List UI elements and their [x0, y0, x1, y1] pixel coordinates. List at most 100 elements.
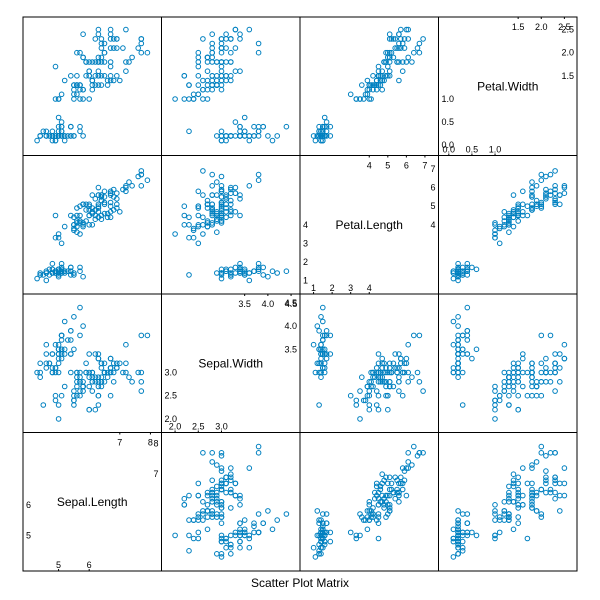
data-point [379, 86, 386, 93]
data-point [394, 59, 400, 65]
data-point [74, 49, 80, 56]
data-point [538, 199, 545, 206]
data-point [398, 480, 404, 487]
data-point [200, 36, 206, 42]
data-point [218, 188, 225, 195]
data-point [416, 450, 423, 456]
data-point [538, 450, 545, 456]
data-point [55, 133, 62, 139]
data-point [381, 379, 387, 385]
data-point [392, 36, 399, 42]
data-point [515, 201, 522, 208]
data-point [510, 483, 517, 490]
data-point [416, 40, 423, 47]
data-point [538, 511, 545, 517]
data-point [52, 63, 59, 70]
data-point [364, 77, 371, 84]
data-point [529, 192, 535, 198]
data-point [218, 173, 225, 180]
data-point [200, 508, 206, 514]
data-point [209, 192, 215, 198]
data-point [529, 489, 535, 496]
data-point [232, 492, 239, 499]
data-point [255, 123, 262, 130]
data-point [373, 388, 380, 394]
data-point [501, 223, 508, 230]
data-point [538, 205, 545, 211]
data-point [464, 260, 471, 267]
data-point [547, 188, 554, 195]
data-point [55, 114, 62, 121]
data-point [95, 203, 102, 209]
data-point [390, 36, 397, 42]
data-point [320, 133, 326, 139]
data-point [55, 96, 62, 102]
data-point [398, 474, 404, 481]
data-point [455, 355, 461, 362]
data-point [186, 548, 192, 554]
tick-label-left: 2.0 [165, 414, 178, 424]
data-point [255, 49, 262, 56]
data-point [228, 273, 234, 280]
data-point [58, 351, 65, 357]
data-point [409, 462, 415, 468]
data-point [43, 341, 50, 348]
data-point [101, 210, 108, 217]
data-point [450, 341, 457, 348]
data-point [399, 68, 406, 74]
data-point [561, 183, 568, 189]
data-point [492, 402, 498, 408]
data-point [416, 332, 423, 339]
data-point [209, 508, 215, 514]
data-point [218, 554, 225, 560]
data-point [515, 369, 522, 376]
data-point [529, 392, 535, 399]
data-point [459, 532, 466, 539]
data-point [218, 128, 225, 135]
data-point [538, 332, 545, 339]
data-point [506, 220, 512, 226]
data-point [347, 392, 354, 399]
data-point [368, 511, 374, 517]
data-point [55, 270, 62, 276]
data-point [385, 406, 391, 413]
data-point [110, 45, 117, 51]
data-point [450, 365, 457, 371]
data-point [283, 511, 290, 517]
data-point [71, 96, 77, 102]
data-point [396, 365, 402, 371]
data-point [455, 551, 461, 557]
data-point [450, 554, 457, 560]
data-point [501, 379, 508, 385]
data-point [95, 54, 102, 61]
data-point [101, 360, 108, 367]
data-point [385, 63, 391, 70]
data-point [110, 186, 117, 193]
data-point [515, 209, 522, 215]
data-point [364, 526, 371, 533]
data-point [114, 45, 120, 51]
data-point [218, 205, 225, 211]
data-point [209, 31, 215, 38]
data-point [316, 346, 322, 353]
data-point [255, 264, 262, 271]
data-point [552, 480, 558, 487]
data-point [538, 392, 545, 399]
data-point [89, 59, 96, 65]
data-point [353, 96, 360, 102]
data-point [506, 379, 512, 385]
data-point [237, 36, 243, 42]
data-point [89, 77, 96, 84]
data-point [274, 270, 281, 276]
data-point [321, 123, 328, 130]
data-point [83, 59, 89, 65]
data-point [237, 502, 243, 508]
data-point [255, 450, 262, 456]
data-point [46, 133, 53, 139]
data-point [101, 49, 108, 56]
data-point [55, 402, 62, 408]
data-point [61, 223, 68, 230]
data-point [204, 68, 211, 74]
data-point [543, 474, 549, 481]
data-point [214, 483, 220, 490]
